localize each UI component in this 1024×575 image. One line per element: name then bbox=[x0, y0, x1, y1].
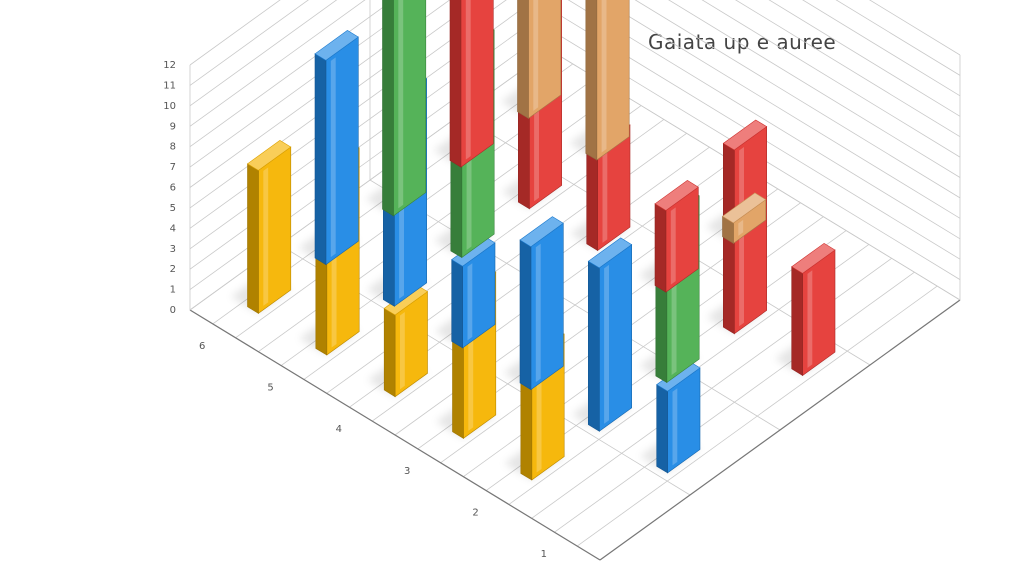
y-tick-label: 4 bbox=[170, 223, 176, 234]
bar-top-face bbox=[587, 237, 633, 269]
bar-highlight bbox=[465, 0, 471, 160]
bar-side-face bbox=[585, 0, 598, 161]
bar-front-face bbox=[393, 0, 427, 217]
bar-top-face bbox=[314, 30, 359, 61]
bar-highlight bbox=[535, 243, 541, 383]
bar-3-series-4 bbox=[654, 180, 699, 293]
bar-highlight bbox=[400, 312, 405, 390]
wall-grid-line bbox=[189, 0, 961, 229]
wall-grid-line bbox=[189, 0, 961, 127]
bar-side-face bbox=[517, 0, 529, 119]
y-tick-label: 9 bbox=[170, 121, 176, 132]
bar-top-face bbox=[791, 242, 836, 274]
bar-highlight bbox=[263, 167, 269, 306]
bar-highlight bbox=[601, 0, 607, 153]
y-tick-label: 6 bbox=[170, 183, 176, 194]
x-tick-label: 3 bbox=[404, 466, 410, 477]
bar-highlight bbox=[398, 0, 404, 209]
bar-highlight bbox=[670, 207, 676, 285]
bar-side-face bbox=[451, 259, 463, 349]
wall-grid-line bbox=[189, 8, 961, 270]
bars bbox=[246, 0, 836, 481]
bar-6-series-2 bbox=[314, 30, 359, 266]
y-tick-label: 7 bbox=[170, 162, 176, 173]
bar-side-face bbox=[656, 384, 668, 474]
bar-top-face bbox=[721, 192, 767, 224]
bar-6-series-5 bbox=[517, 0, 562, 119]
bar-3-series-5 bbox=[721, 192, 767, 244]
wall-grid-line bbox=[189, 0, 961, 168]
bar-side-face bbox=[519, 239, 532, 391]
y-tick-label: 1 bbox=[170, 285, 176, 296]
bar-top-face bbox=[722, 119, 768, 151]
bar-top-face bbox=[654, 180, 699, 211]
bar-front-face bbox=[460, 0, 494, 168]
bar-side-face bbox=[382, 0, 394, 217]
bar-side-face bbox=[654, 203, 667, 293]
bar-front-face bbox=[325, 36, 359, 266]
y-tick-label: 10 bbox=[163, 101, 176, 112]
bar-5-series-5 bbox=[585, 0, 630, 161]
bar-side-face bbox=[314, 53, 327, 266]
series-axis bbox=[599, 299, 961, 561]
y-tick-label: 3 bbox=[170, 244, 176, 255]
bar-highlight bbox=[533, 0, 539, 111]
bar-highlight bbox=[672, 388, 678, 466]
bar-highlight bbox=[738, 219, 744, 236]
x-tick-label: 5 bbox=[267, 383, 273, 394]
x-tick-label: 6 bbox=[199, 341, 205, 352]
bar-side-face bbox=[247, 163, 259, 314]
bar-front-face bbox=[258, 146, 292, 314]
bar-top-face bbox=[519, 216, 564, 248]
y-tick-label: 5 bbox=[170, 203, 176, 214]
y-tick-label: 11 bbox=[163, 80, 176, 91]
bar-top-face bbox=[246, 140, 292, 171]
bar-highlight bbox=[807, 270, 813, 368]
wall-grid-line bbox=[189, 0, 961, 66]
bar-side-face bbox=[383, 307, 396, 398]
bar-3-series-2 bbox=[519, 216, 564, 391]
bar-6-series-1 bbox=[246, 140, 292, 314]
bar-highlight bbox=[602, 145, 608, 243]
bar-highlight bbox=[467, 263, 473, 341]
wall-grid-line bbox=[189, 0, 961, 107]
bar-4-series-2 bbox=[451, 235, 496, 349]
bar-2-series-2 bbox=[587, 237, 633, 432]
bar-6-series-4 bbox=[449, 0, 494, 168]
category-axis bbox=[189, 309, 601, 561]
chart-floor: 1 2 3 4 5 6 bbox=[189, 49, 961, 561]
wall-grid-line bbox=[189, 0, 961, 250]
bar-side-face bbox=[449, 0, 462, 168]
bar-front-face bbox=[530, 222, 564, 391]
x-tick-label: 2 bbox=[472, 508, 478, 519]
wall-grid-line bbox=[189, 0, 961, 209]
wall-grid-line bbox=[189, 49, 961, 311]
bar-side-face bbox=[587, 260, 600, 432]
wall-grid-line bbox=[189, 0, 961, 148]
bar-4-series-1 bbox=[383, 284, 429, 398]
bar-side-face bbox=[791, 266, 803, 377]
y-tick-label: 8 bbox=[170, 142, 176, 153]
bar-1-series-4 bbox=[791, 242, 836, 377]
y-tick-label: 12 bbox=[163, 60, 176, 71]
y-tick-label: 2 bbox=[170, 264, 176, 275]
x-tick-label: 1 bbox=[541, 549, 547, 560]
y-tick-label: 0 bbox=[170, 305, 176, 316]
bar-6-series-3 bbox=[382, 0, 427, 217]
bar-1-series-2 bbox=[656, 360, 701, 474]
floor-grid-line bbox=[369, 179, 781, 431]
bar-highlight bbox=[604, 264, 609, 424]
bar-highlight bbox=[330, 57, 336, 258]
x-tick-label: 4 bbox=[336, 424, 342, 435]
wall-grid-line bbox=[189, 0, 961, 188]
